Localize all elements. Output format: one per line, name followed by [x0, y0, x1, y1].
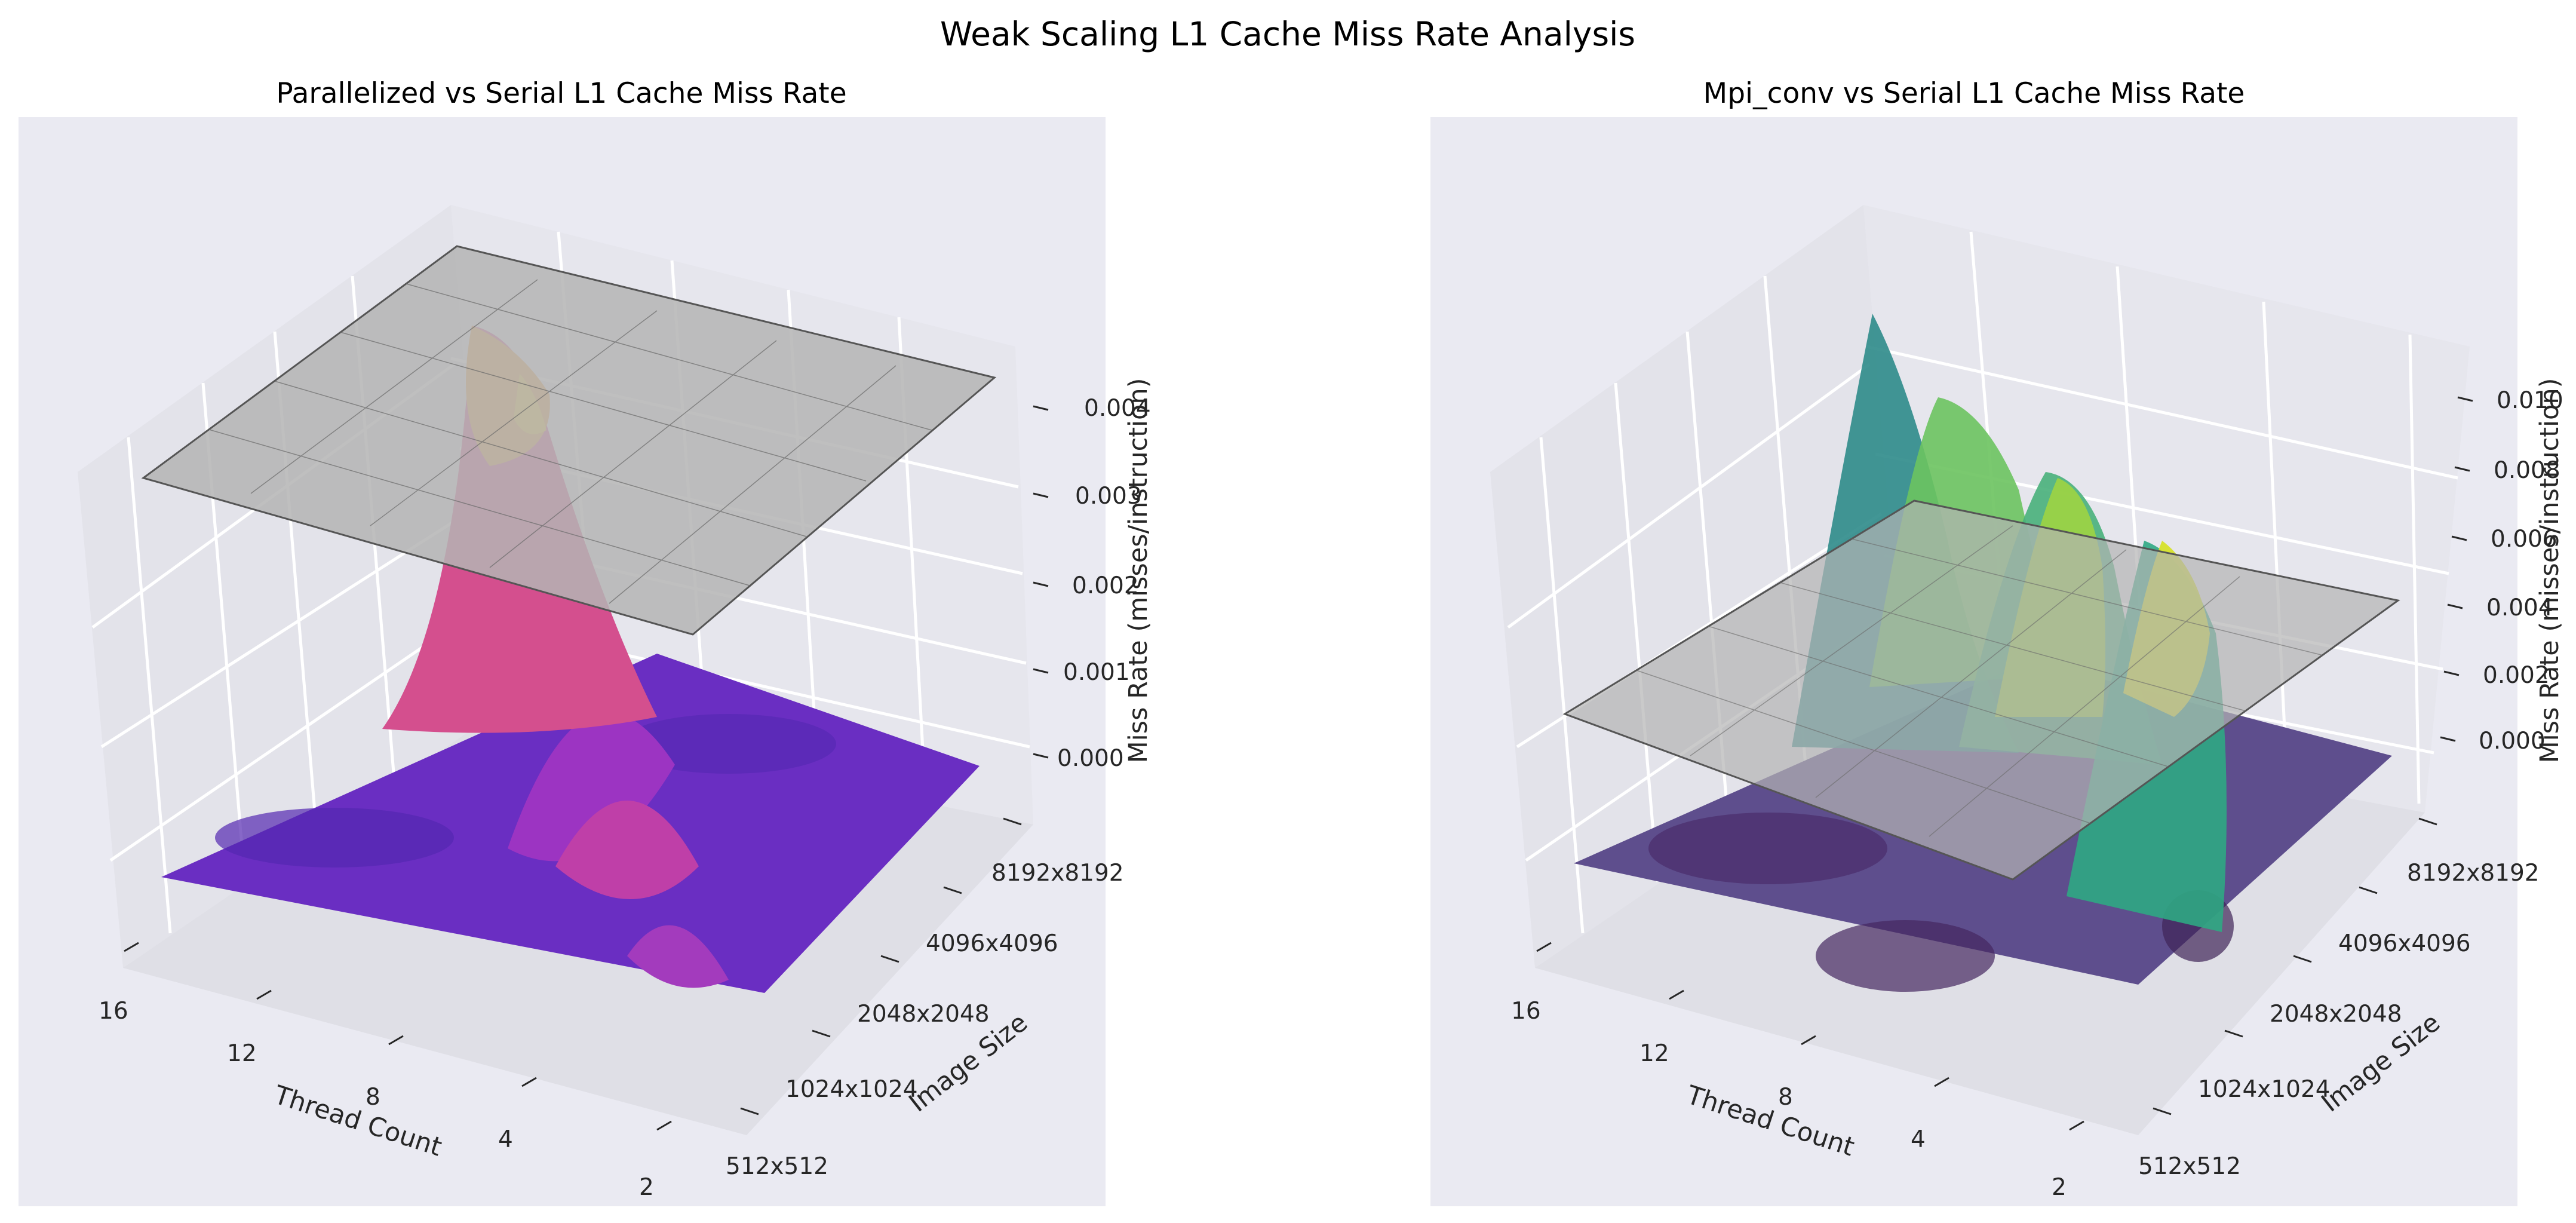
- panel-title: Mpi_conv vs Serial L1 Cache Miss Rate: [1703, 77, 2245, 110]
- panel-mpi: Mpi_conv vs Serial L1 Cache Miss Rate: [1430, 77, 2565, 1206]
- x-tick-label: 4: [498, 1126, 513, 1153]
- y-tick-label: 2048x2048: [2270, 1001, 2402, 1028]
- z-tick-label: 0.006: [2491, 526, 2557, 553]
- surface-dip: [621, 714, 836, 774]
- y-tick-label: 2048x2048: [857, 1001, 990, 1028]
- x-tick-label: 2: [2052, 1174, 2067, 1201]
- z-tick-label: 0.004: [1084, 395, 1151, 422]
- y-tick-label: 8192x8192: [991, 860, 1124, 887]
- z-tick-label: 0.002: [2483, 662, 2550, 689]
- y-tick-label: 4096x4096: [926, 930, 1058, 957]
- panel-parallel: Parallelized vs Serial L1 Cache Miss Rat…: [19, 77, 1153, 1206]
- z-axis: 0.010 0.008 0.006 0.004 0.002 0.000 Miss…: [2440, 378, 2565, 764]
- x-tick-label: 12: [227, 1040, 257, 1067]
- y-tick-label: 4096x4096: [2338, 930, 2471, 957]
- surface-dip: [1816, 920, 1995, 992]
- z-tick-label: 0.003: [1075, 483, 1142, 510]
- z-tick-label: 0.000: [2479, 728, 2546, 755]
- surface-bump: [627, 925, 729, 988]
- x-tick-label: 16: [99, 998, 128, 1025]
- z-axis: 0.004 0.003 0.002 0.001 0.000 Miss Rate …: [1033, 378, 1153, 772]
- y-tick-label: 512x512: [726, 1153, 828, 1180]
- z-tick-label: 0.002: [1072, 572, 1139, 599]
- z-tick-label: 0.010: [2497, 387, 2563, 414]
- y-tick-label: 512x512: [2138, 1153, 2241, 1180]
- serial-mesh: [141, 245, 997, 636]
- surface-dip: [215, 808, 454, 868]
- x-tick-label: 4: [1911, 1126, 1926, 1153]
- surface-bump: [508, 712, 675, 862]
- surface-dip: [1648, 813, 1887, 884]
- figure-title: Weak Scaling L1 Cache Miss Rate Analysis: [940, 15, 1635, 53]
- serial-surface: [141, 245, 997, 636]
- z-axis-label: Miss Rate (misses/instruction): [2535, 378, 2565, 764]
- surface-bump: [555, 801, 699, 899]
- serial-surface: [1562, 499, 2400, 881]
- x-tick-label: 8: [366, 1084, 380, 1111]
- x-tick-label: 2: [639, 1174, 654, 1201]
- y-tick-label: 8192x8192: [2407, 860, 2540, 887]
- y-tick-label: 1024x1024: [2198, 1076, 2331, 1103]
- x-tick-label: 12: [1639, 1040, 1669, 1067]
- z-tick-label: 0.001: [1063, 659, 1130, 686]
- panel-title: Parallelized vs Serial L1 Cache Miss Rat…: [276, 77, 846, 110]
- z-axis-label: Miss Rate (misses/instruction): [1123, 378, 1153, 764]
- y-tick-label: 1024x1024: [785, 1076, 918, 1103]
- serial-mesh: [1562, 499, 2400, 881]
- x-tick-label: 8: [1778, 1084, 1793, 1111]
- z-tick-label: 0.004: [2486, 594, 2553, 621]
- z-tick-label: 0.008: [2494, 457, 2560, 484]
- z-tick-label: 0.000: [1057, 745, 1124, 772]
- x-tick-label: 16: [1511, 998, 1541, 1025]
